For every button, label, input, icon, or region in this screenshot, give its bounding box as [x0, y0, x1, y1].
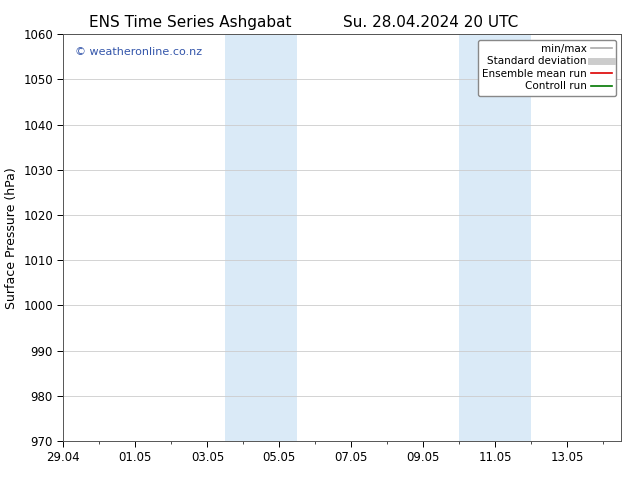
Bar: [460, 34, 531, 441]
Text: © weatheronline.co.nz: © weatheronline.co.nz: [75, 47, 202, 56]
Bar: [225, 34, 297, 441]
Legend: min/max, Standard deviation, Ensemble mean run, Controll run: min/max, Standard deviation, Ensemble me…: [478, 40, 616, 96]
Text: ENS Time Series Ashgabat: ENS Time Series Ashgabat: [89, 15, 292, 30]
Text: Su. 28.04.2024 20 UTC: Su. 28.04.2024 20 UTC: [344, 15, 519, 30]
Y-axis label: Surface Pressure (hPa): Surface Pressure (hPa): [4, 167, 18, 309]
